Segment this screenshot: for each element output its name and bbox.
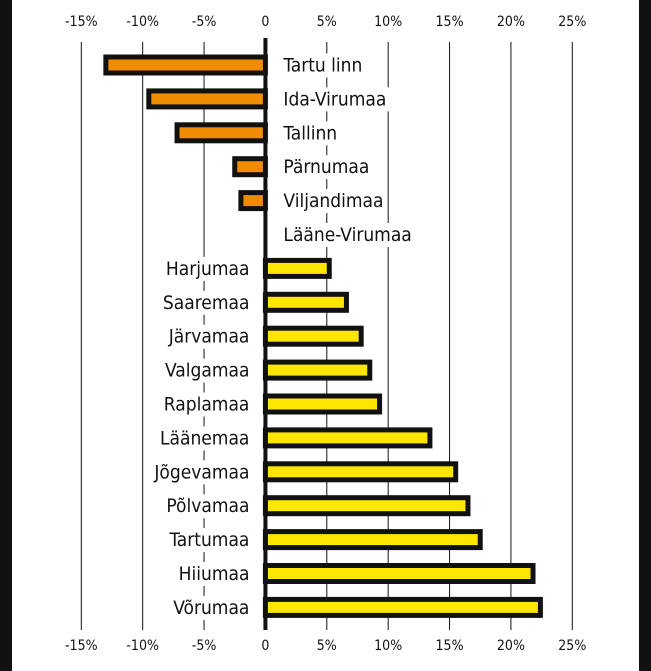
x-tick-label-bottom: 15%	[436, 638, 464, 654]
frame-right	[639, 0, 651, 671]
bar	[262, 325, 364, 347]
category-label: Viljandimaa	[283, 190, 383, 212]
category-label: Hiiumaa	[179, 563, 250, 585]
x-tick-label-bottom: 0	[261, 638, 269, 654]
category-label: Pärnumaa	[283, 156, 369, 178]
x-tick-label-bottom: -5%	[192, 638, 217, 654]
bar	[262, 257, 332, 279]
category-label: Jõgevamaa	[153, 461, 249, 483]
x-tick-label-top: -15%	[65, 14, 98, 30]
label-background	[278, 53, 367, 78]
category-label: Läänemaa	[160, 427, 249, 449]
label-background	[161, 256, 254, 281]
bar	[238, 190, 268, 212]
bar	[103, 54, 268, 76]
x-tick-label-bottom: 5%	[317, 638, 337, 654]
label-background	[158, 290, 254, 315]
bar	[174, 122, 268, 144]
x-tick-label-top: 20%	[497, 14, 525, 30]
label-background	[162, 494, 254, 519]
label-background	[149, 460, 254, 485]
x-tick-label-top: 0	[261, 14, 269, 30]
category-label: Raplamaa	[164, 394, 250, 416]
label-background	[169, 595, 254, 620]
category-label: Põlvamaa	[166, 495, 249, 517]
bar	[262, 359, 373, 381]
label-background	[279, 155, 374, 180]
label-background	[164, 528, 254, 553]
bar	[262, 596, 543, 618]
bar	[262, 461, 459, 483]
label-background	[174, 562, 254, 586]
x-tick-label-bottom: -10%	[126, 638, 159, 654]
x-tick-label-top: 25%	[558, 14, 586, 30]
x-tick-label-bottom: 20%	[497, 638, 525, 654]
bar	[262, 427, 433, 449]
label-backgrounds	[149, 53, 416, 620]
frame-left	[0, 0, 12, 671]
x-tick-label-bottom: 10%	[374, 638, 402, 654]
bar	[262, 495, 471, 517]
category-label: Tartumaa	[168, 529, 249, 551]
label-background	[163, 324, 254, 349]
x-tick-label-top: 15%	[436, 14, 464, 30]
label-background	[278, 121, 342, 146]
x-tick-label-bottom: -15%	[65, 638, 98, 654]
x-tick-label-top: -5%	[192, 14, 217, 30]
label-background	[279, 87, 391, 112]
category-label: Järvamaa	[168, 326, 250, 348]
category-label: Ida-Virumaa	[283, 88, 386, 110]
category-label: Lääne-Virumaa	[283, 224, 411, 246]
label-background	[161, 358, 254, 383]
x-tick-label-top: -10%	[126, 14, 159, 30]
label-background	[279, 189, 388, 214]
x-tick-label-top: 10%	[374, 14, 402, 30]
category-label: Tartu linn	[282, 55, 362, 77]
bar	[262, 529, 483, 551]
bar	[146, 88, 268, 110]
category-label: Saaremaa	[163, 292, 250, 314]
label-background	[279, 223, 416, 247]
label-background	[155, 426, 254, 451]
bar	[262, 393, 383, 415]
bar	[262, 291, 349, 313]
category-label: Tallinn	[282, 122, 337, 144]
category-label: Võrumaa	[173, 597, 249, 619]
x-tick-label-bottom: 25%	[558, 638, 586, 654]
category-label: Valgamaa	[165, 360, 249, 382]
bar	[232, 156, 268, 178]
label-background	[159, 392, 254, 417]
x-tick-label-top: 5%	[317, 14, 337, 30]
category-label: Harjumaa	[166, 258, 250, 280]
bar	[262, 563, 536, 584]
